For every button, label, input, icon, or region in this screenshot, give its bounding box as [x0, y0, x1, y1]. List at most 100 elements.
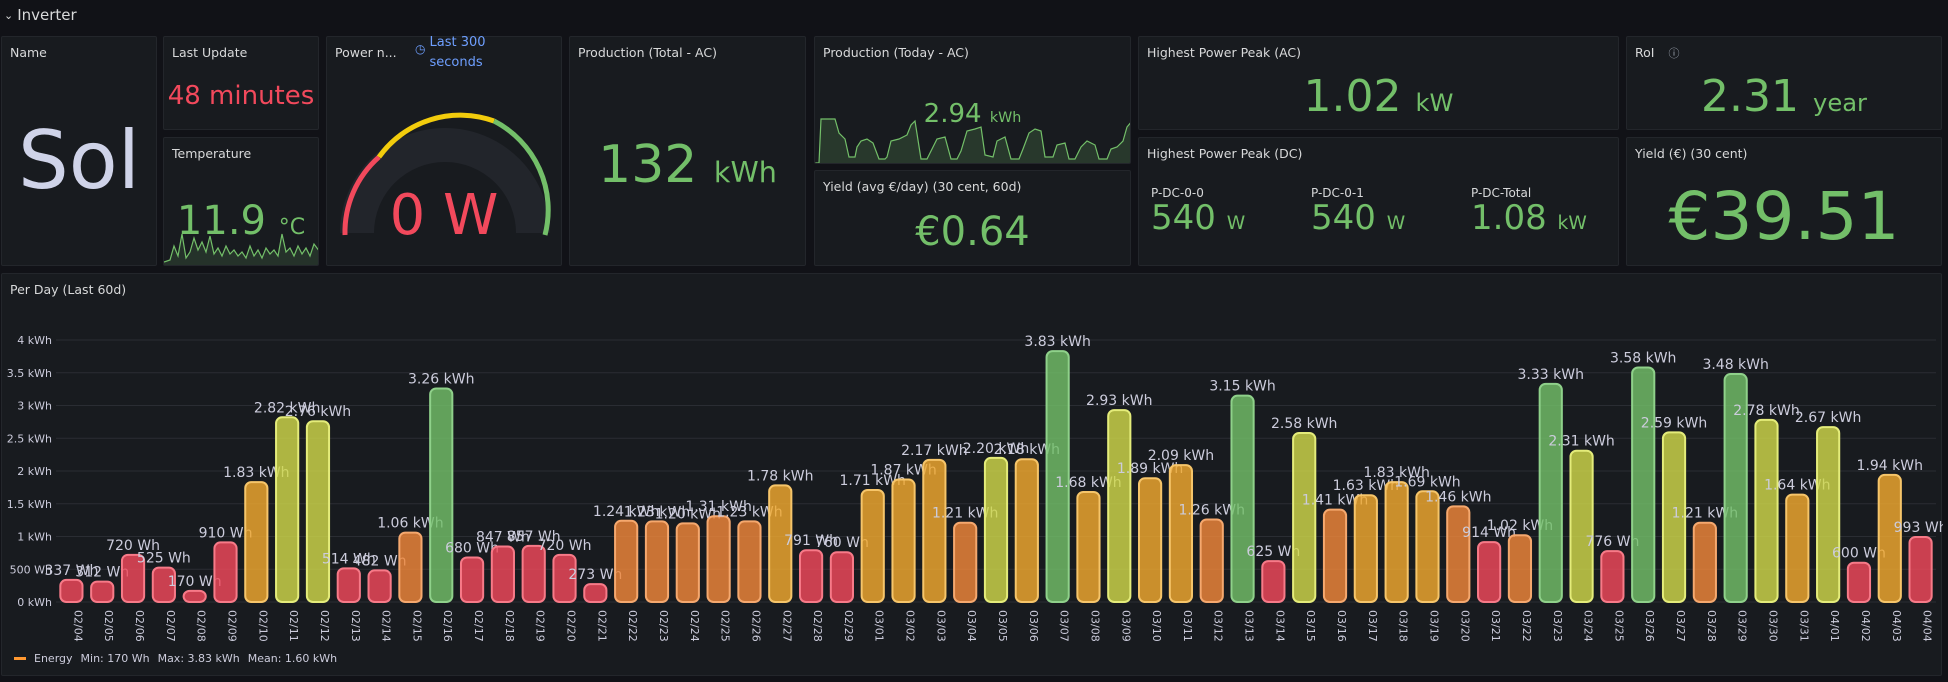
x-tick-label: 04/04: [1921, 610, 1934, 642]
x-tick-label: 02/19: [534, 610, 547, 642]
chart-bar: [59, 578, 84, 604]
chart-bar: [1230, 394, 1255, 603]
legend-series-name[interactable]: Energy: [34, 652, 73, 665]
production-today-unit: kWh: [989, 110, 1022, 126]
roi-panel: RoI ⓘ 2.31 year: [1626, 36, 1942, 130]
chevron-down-icon[interactable]: ⌄: [4, 8, 14, 22]
clock-icon: ◷: [415, 42, 426, 56]
bar-data-label: 847 Wh: [476, 530, 530, 546]
dc-item-label: P-DC-0-0: [1151, 186, 1204, 200]
bar-data-label: 993 Wh: [1894, 520, 1943, 536]
y-tick-label: 1.5 kWh: [7, 498, 52, 511]
dc-item-unit: W: [1386, 213, 1406, 234]
row-header-inverter[interactable]: ⌄ Inverter: [4, 4, 77, 26]
chart-bar: [1692, 521, 1717, 603]
bar-data-label: 1.83 kWh: [223, 465, 289, 481]
chart-bar: [983, 456, 1009, 603]
highest-peak-ac-panel: Highest Power Peak (AC) 1.02 kW: [1138, 36, 1619, 130]
bar-data-label: 273 Wh: [568, 567, 622, 583]
x-tick-label: 03/05: [996, 610, 1009, 642]
bar-data-label: 1.78 kWh: [747, 468, 813, 484]
bar-data-label: 2.31 kWh: [1548, 434, 1614, 450]
chart-bar: [275, 416, 300, 603]
panel-title: Production (Today - AC): [823, 45, 969, 60]
chart-bar: [305, 420, 331, 603]
panel-title: Highest Power Peak (DC): [1147, 146, 1303, 161]
bar-data-label: 312 Wh: [75, 565, 129, 581]
bar-data-label: 2.93 kWh: [1086, 393, 1152, 409]
chart-bar: [1168, 464, 1194, 603]
chart-bar: [737, 520, 762, 603]
panel-title: RoI ⓘ: [1635, 45, 1679, 61]
x-tick-label: 02/11: [287, 610, 300, 642]
chart-bar: [1353, 494, 1378, 603]
time-info-line-2: seconds: [429, 55, 483, 70]
chart-bar: [706, 515, 731, 604]
chart-bar: [1846, 561, 1872, 604]
per-day-panel: Per Day (Last 60d) 0 kWh 500 Wh 1 kWh 1.5 k…: [1, 273, 1943, 676]
production-total-unit: kWh: [713, 155, 777, 189]
dc-item-label: P-DC-0-1: [1311, 186, 1364, 200]
x-tick-label: 03/16: [1335, 610, 1348, 642]
x-tick-label: 03/04: [965, 610, 978, 642]
yield-avg-panel: Yield (avg €/day) (30 cent, 60d) €0.64: [814, 170, 1131, 266]
bar-data-label: 600 Wh: [1832, 546, 1886, 562]
x-tick-label: 03/21: [1489, 610, 1502, 642]
x-tick-label: 03/26: [1643, 610, 1656, 642]
roi-unit: year: [1813, 89, 1867, 117]
chart-bar: [1076, 490, 1101, 604]
y-tick-label: 0 kWh: [17, 596, 52, 609]
chart-bar: [1014, 458, 1039, 603]
x-tick-label: 03/27: [1674, 610, 1687, 642]
bar-data-label: 776 Wh: [1585, 534, 1639, 550]
name-value: Sol: [18, 114, 140, 207]
x-tick-label: 03/14: [1273, 610, 1286, 642]
chart-bar: [90, 580, 115, 603]
chart-bar: [552, 553, 577, 603]
bar-data-label: 482 Wh: [353, 553, 407, 569]
x-tick-label: 02/25: [719, 610, 732, 642]
x-tick-label: 02/26: [749, 610, 762, 642]
chart-bar: [521, 544, 546, 603]
dc-item-unit: kW: [1557, 213, 1587, 234]
info-icon[interactable]: ⓘ: [1668, 47, 1680, 60]
bar-data-label: 680 Wh: [445, 540, 499, 556]
x-tick-label: 02/08: [195, 610, 208, 642]
panel-title: Yield (€) (30 cent): [1635, 146, 1748, 161]
chart-bar: [1538, 382, 1563, 604]
chart-bar: [1723, 373, 1748, 603]
chart-bar: [120, 553, 146, 603]
production-today-sparkline: [815, 118, 1130, 163]
bar-data-label: 3.83 kWh: [1024, 334, 1090, 350]
bar-data-label: 3.26 kWh: [408, 371, 474, 387]
chart-bar: [1569, 449, 1594, 603]
chart-bar: [1045, 350, 1070, 604]
chart-bar: [1199, 518, 1224, 603]
chart-bar: [151, 566, 176, 603]
roi-value: 2.31: [1701, 71, 1799, 122]
x-tick-label: 02/07: [164, 610, 177, 642]
x-tick-label: 03/13: [1243, 610, 1256, 642]
power-now-panel: Power n... ◷ Last 300 seconds 0 W: [326, 33, 562, 266]
chart-bar: [429, 387, 454, 603]
bar-data-label: 1.20 kWh: [655, 506, 721, 522]
bar-data-label: 3.15 kWh: [1209, 379, 1275, 395]
chart-bar: [1107, 409, 1132, 603]
time-info-line-1: Last 300: [429, 35, 486, 50]
time-info[interactable]: ◷ Last 300 seconds: [415, 33, 486, 73]
temperature-unit: °C: [278, 215, 306, 240]
dc-item-unit: W: [1226, 213, 1246, 234]
bar-data-label: 857 Wh: [507, 529, 561, 545]
x-tick-label: 03/09: [1119, 610, 1132, 642]
chart-bar: [1292, 432, 1317, 603]
dc-item-value: 540: [1151, 198, 1216, 238]
y-tick-label: 3.5 kWh: [7, 367, 52, 380]
roi-title: RoI: [1635, 45, 1655, 60]
bar-data-label: 1.94 kWh: [1857, 458, 1923, 474]
x-tick-label: 02/20: [565, 610, 578, 642]
bar-data-label: 1.23 kWh: [624, 504, 690, 520]
chart-bar: [953, 521, 978, 603]
y-tick-label: 1 kWh: [17, 531, 52, 544]
chart-bar: [1816, 426, 1841, 603]
x-tick-label: 02/09: [226, 610, 239, 642]
